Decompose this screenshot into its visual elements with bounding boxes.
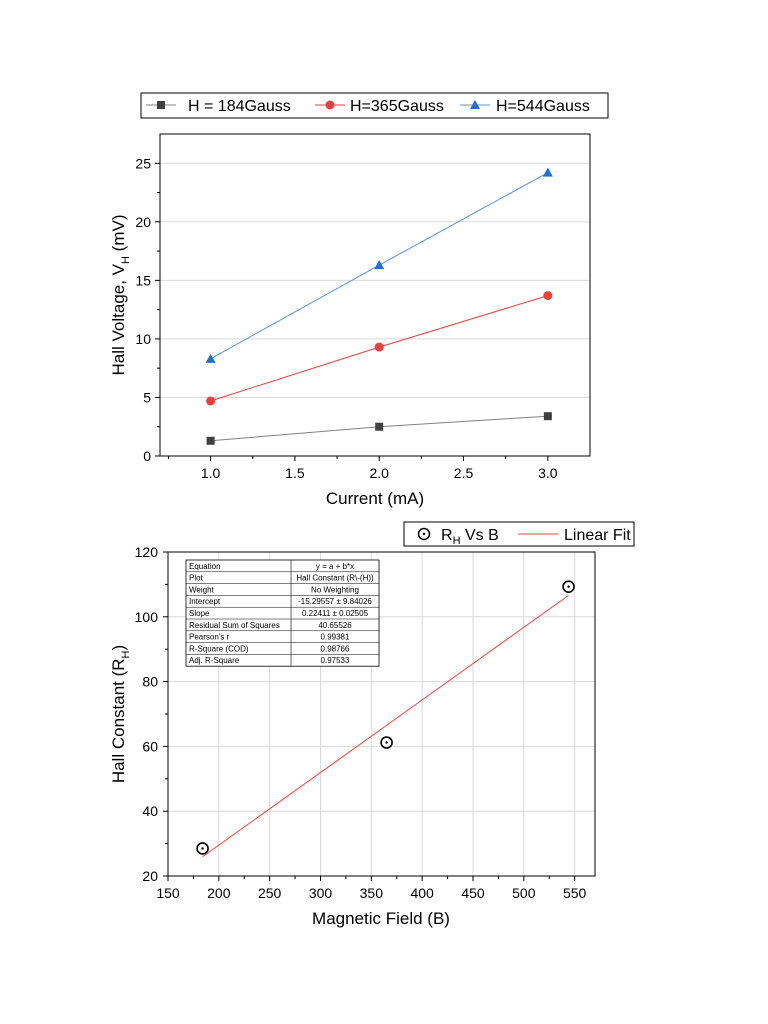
c1-legend-square-icon — [157, 101, 165, 109]
c2-y-axis-title: Hall Constant (RH) — [109, 645, 132, 783]
c1-point-circle — [543, 291, 553, 301]
c2-point-center-dot — [385, 741, 388, 744]
c2-legend-entry-rh: RH Vs B — [417, 527, 499, 547]
c1-point-circle — [374, 342, 384, 352]
c1-x-tick-label: 2.0 — [369, 465, 389, 481]
hall-constant-chart: 20 40 60 80 100 120 150 200 250 300 350 400 450 500 55… — [109, 521, 635, 928]
c1-y-tick-label: 15 — [135, 272, 151, 288]
c1-series-markers — [205, 167, 553, 445]
c1-point-triangle — [374, 260, 385, 270]
c1-legend-entry-365: H=365Gauss — [315, 98, 444, 115]
c1-legend: H = 184Gauss H=365Gauss H=544Gauss — [140, 92, 609, 119]
c2-table-key: Equation — [189, 562, 221, 571]
c2-y-tick-label: 100 — [135, 609, 159, 625]
c1-point-triangle — [205, 353, 216, 363]
c2-y-tick-label: 80 — [142, 674, 158, 690]
c2-table-key: Residual Sum of Squares — [189, 621, 280, 630]
c1-x-tick-label: 1.5 — [285, 465, 305, 481]
c1-series-lines — [210, 172, 549, 442]
c2-fit-line-group — [202, 594, 569, 858]
c2-table-value: No Weighting — [311, 585, 359, 594]
c2-y-tick-label: 120 — [135, 544, 159, 560]
c2-legend-label-fit: Linear Fit — [564, 527, 631, 544]
hall-voltage-chart: 0 5 10 15 20 25 1.0 1.5 2.0 2.5 3.0 Current (mA) H… — [109, 92, 609, 508]
c1-legend-entry-544: H=544Gauss — [460, 98, 590, 115]
c2-x-tick-label: 250 — [258, 885, 282, 901]
c2-table-value: y = a + b*x — [316, 562, 354, 571]
c2-table-value: 0.99381 — [321, 633, 350, 642]
c2-table-key: R-Square (COD) — [189, 644, 249, 653]
c2-table-value: 0.97533 — [321, 656, 350, 665]
c1-x-tick-label: 2.5 — [454, 465, 474, 481]
c1-legend-triangle-icon — [470, 100, 480, 109]
c2-legend-entry-fit: Linear Fit — [518, 527, 631, 544]
c2-legend: RH Vs B Linear Fit — [403, 521, 635, 547]
c1-legend-label-184: H = 184Gauss — [188, 98, 291, 115]
c1-legend-label-544: H=544Gauss — [496, 98, 590, 115]
c1-point-square — [206, 436, 215, 445]
c2-table-value: 0.22411 ± 0.02505 — [302, 609, 369, 618]
c2-axis-ticks: 20 40 60 80 100 120 150 200 250 300 350 400 450 500 55… — [135, 544, 587, 901]
c2-x-axis-title: Magnetic Field (B) — [312, 909, 450, 928]
c2-table-key: Plot — [189, 574, 204, 583]
c2-legend-open-circle-icon — [417, 527, 431, 541]
c1-point-triangle — [542, 167, 553, 177]
c2-point-open-circle — [196, 842, 209, 855]
c1-point-square — [543, 412, 552, 421]
c1-plot-frame — [159, 133, 591, 457]
c1-x-axis-title: Current (mA) — [326, 489, 424, 508]
c1-y-tick-label: 25 — [135, 155, 151, 171]
c2-y-tick-label: 20 — [142, 868, 158, 884]
c2-y-tick-label: 40 — [142, 803, 158, 819]
c1-point-circle — [206, 396, 216, 406]
c1-y-axis-title: Hall Voltage, VH (mV) — [109, 214, 132, 375]
c1-y-tick-label: 20 — [135, 214, 151, 230]
c2-x-tick-label: 200 — [207, 885, 231, 901]
c2-x-tick-label: 400 — [410, 885, 434, 901]
c2-table-key: Pearson's r — [189, 633, 230, 642]
c2-x-tick-label: 150 — [156, 885, 180, 901]
c2-table-value: -15.29557 ± 9.84026 — [298, 597, 372, 606]
c2-table-key: Slope — [189, 609, 210, 618]
c1-legend-entry-184: H = 184Gauss — [146, 98, 291, 115]
c1-point-square — [375, 422, 384, 431]
c2-point-open-circle — [380, 736, 393, 749]
c1-axis-ticks: 0 5 10 15 20 25 1.0 1.5 2.0 2.5 3.0 — [135, 155, 557, 481]
c2-table-value: 0.98766 — [321, 644, 350, 653]
c1-x-tick-label: 3.0 — [538, 465, 558, 481]
c2-table-value: Hall Constant (R\-(H)) — [296, 574, 374, 583]
c2-x-tick-label: 450 — [461, 885, 485, 901]
c1-y-tick-label: 0 — [143, 448, 151, 464]
c2-table-key: Intercept — [189, 597, 221, 606]
c2-x-tick-label: 350 — [360, 885, 384, 901]
c1-x-tick-label: 1.0 — [201, 465, 221, 481]
c1-legend-label-365: H=365Gauss — [350, 98, 444, 115]
c1-y-tick-label: 5 — [143, 389, 151, 405]
c2-point-center-dot — [567, 585, 570, 588]
c2-table-value: 40.65526 — [318, 621, 352, 630]
c2-legend-dot-icon — [422, 532, 426, 536]
c2-x-tick-label: 300 — [309, 885, 333, 901]
c2-fit-table: Equation y = a + b*x Plot Hall Constant (R\… — [185, 559, 380, 667]
c1-legend-circle-icon — [325, 100, 335, 110]
c2-y-tick-label: 60 — [142, 738, 158, 754]
c2-x-tick-label: 550 — [563, 885, 587, 901]
c2-legend-label-rh: RH Vs B — [441, 527, 499, 547]
c2-point-open-circle — [562, 580, 575, 593]
c2-linear-fit-line — [202, 594, 569, 858]
c2-table-key: Weight — [189, 585, 215, 594]
c2-table-key: Adj. R-Square — [189, 656, 240, 665]
c2-point-center-dot — [201, 847, 204, 850]
c2-table-border — [185, 559, 380, 667]
c2-data-points — [196, 580, 575, 855]
c1-gridlines — [160, 162, 590, 457]
c1-legend-box — [140, 92, 609, 119]
c2-x-tick-label: 500 — [512, 885, 536, 901]
c1-y-tick-label: 10 — [135, 331, 151, 347]
